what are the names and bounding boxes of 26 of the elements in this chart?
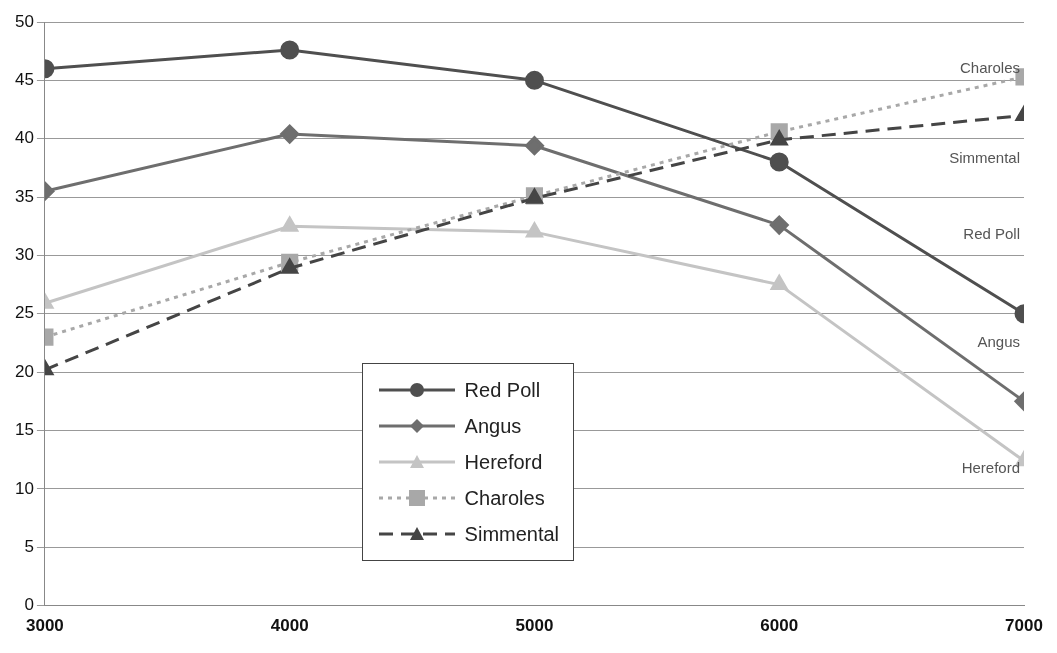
y-tick-label: 35 xyxy=(14,186,34,206)
legend-label: Angus xyxy=(464,414,522,438)
y-tick-label: 40 xyxy=(14,128,34,148)
y-tick-label: 50 xyxy=(14,11,34,31)
annotation: Angus xyxy=(977,333,1020,351)
x-tick-label: 5000 xyxy=(515,616,554,636)
y-tick-label: 30 xyxy=(14,245,34,265)
y-tick-label: 10 xyxy=(14,478,34,498)
annotation: Charoles xyxy=(959,58,1020,76)
y-tick-label: 45 xyxy=(14,70,34,90)
y-tick-label: 20 xyxy=(14,361,34,381)
x-tick-label: 3000 xyxy=(26,616,64,636)
x-tick-label: 7000 xyxy=(1005,616,1043,636)
y-tick-label: 15 xyxy=(14,420,34,440)
annotation: Simmental xyxy=(949,149,1020,167)
x-tick-label: 4000 xyxy=(270,616,309,636)
annotation: Hereford xyxy=(961,458,1020,476)
x-tick-label: 6000 xyxy=(760,616,799,636)
legend-label: Red Poll xyxy=(464,378,541,402)
annotation: Red Poll xyxy=(963,225,1020,243)
y-tick-label: 25 xyxy=(14,303,34,323)
y-tick-label: 5 xyxy=(24,536,34,556)
legend-label: Charoles xyxy=(464,486,545,510)
y-tick-label: 0 xyxy=(24,595,34,615)
legend-label: Simmental xyxy=(464,522,560,546)
legend-label: Hereford xyxy=(464,450,543,474)
